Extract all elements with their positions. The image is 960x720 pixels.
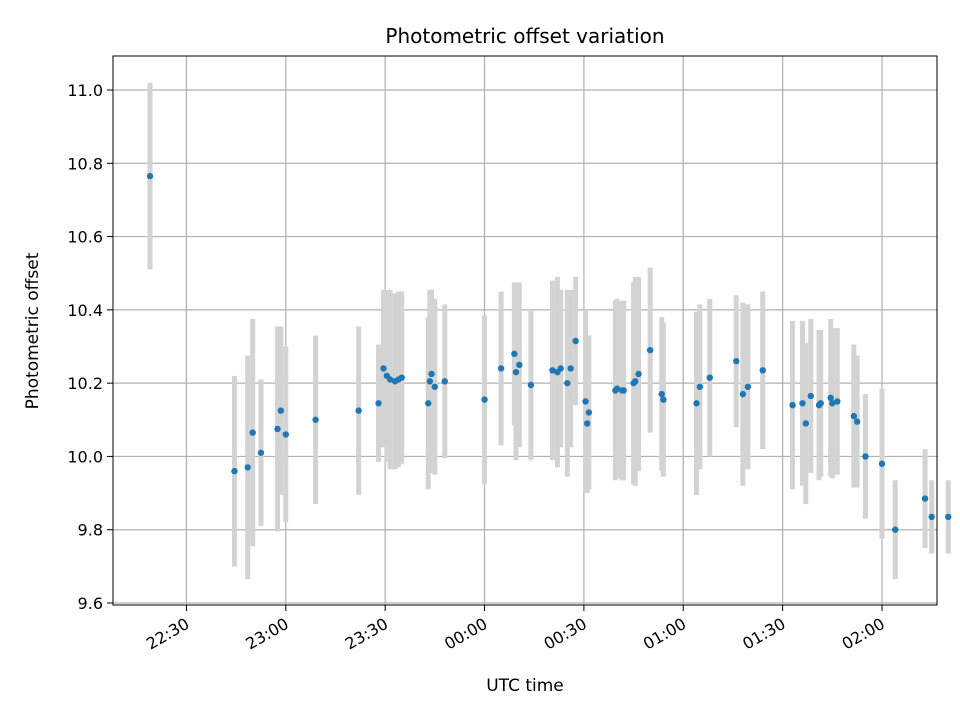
data-point bbox=[829, 400, 836, 407]
data-point bbox=[567, 365, 574, 372]
data-point bbox=[635, 370, 642, 378]
data-points bbox=[146, 172, 952, 533]
data-point bbox=[249, 429, 256, 436]
data-point bbox=[817, 400, 824, 407]
data-point bbox=[759, 367, 766, 374]
data-point bbox=[441, 378, 448, 385]
data-point bbox=[802, 420, 810, 427]
data-point bbox=[497, 365, 505, 372]
data-point bbox=[244, 464, 251, 471]
data-point bbox=[282, 431, 290, 438]
data-point bbox=[878, 460, 886, 467]
data-point bbox=[807, 392, 814, 400]
data-point bbox=[945, 513, 952, 521]
data-point bbox=[585, 409, 593, 416]
data-point bbox=[386, 376, 394, 383]
data-point bbox=[511, 350, 518, 358]
data-point bbox=[557, 365, 564, 372]
data-point bbox=[231, 467, 238, 475]
data-point bbox=[928, 513, 935, 521]
data-point bbox=[799, 400, 806, 407]
data-point bbox=[274, 425, 281, 433]
data-point bbox=[693, 400, 700, 407]
data-point bbox=[375, 400, 382, 407]
y-tick-label: 10.8 bbox=[67, 154, 103, 173]
y-tick-label: 10.4 bbox=[67, 301, 103, 320]
data-point bbox=[312, 416, 319, 423]
data-point bbox=[398, 374, 405, 381]
data-point bbox=[380, 365, 387, 372]
data-point bbox=[426, 378, 434, 385]
y-axis-label: Photometric offset bbox=[23, 252, 43, 409]
y-axis: 9.6 9.8 10.0 10.2 10.4 10.6 10.8 11.0 bbox=[67, 81, 113, 613]
y-tick-label: 9.6 bbox=[78, 594, 103, 613]
y-tick-label: 10.6 bbox=[67, 228, 103, 247]
data-point bbox=[696, 383, 704, 391]
x-axis-label: UTC time bbox=[486, 676, 564, 696]
data-point bbox=[277, 407, 285, 414]
data-point bbox=[425, 400, 432, 407]
data-point bbox=[827, 394, 834, 401]
data-point bbox=[572, 337, 579, 345]
data-point bbox=[632, 378, 639, 385]
chart-title: Photometric offset variation bbox=[385, 24, 664, 48]
data-point bbox=[892, 526, 899, 533]
data-point bbox=[527, 381, 535, 389]
data-point bbox=[850, 412, 858, 420]
data-point bbox=[257, 449, 265, 456]
y-tick-label: 11.0 bbox=[67, 81, 103, 100]
data-point bbox=[584, 420, 591, 427]
y-tick-label: 10.2 bbox=[67, 374, 103, 393]
data-point bbox=[646, 346, 654, 354]
data-point bbox=[862, 453, 869, 460]
data-point bbox=[853, 418, 861, 425]
data-point bbox=[564, 379, 571, 387]
data-point bbox=[512, 368, 520, 376]
data-point bbox=[789, 401, 796, 409]
data-point bbox=[613, 385, 621, 392]
data-point bbox=[481, 396, 488, 403]
data-point bbox=[428, 370, 435, 378]
data-point bbox=[431, 383, 439, 391]
data-point bbox=[660, 396, 667, 403]
y-tick-label: 9.8 bbox=[78, 521, 103, 540]
data-point bbox=[620, 387, 627, 394]
data-point bbox=[733, 357, 740, 365]
data-point bbox=[516, 361, 523, 369]
data-point bbox=[921, 495, 929, 502]
data-point bbox=[355, 407, 362, 414]
plot-area-frame bbox=[112, 55, 938, 606]
data-point bbox=[739, 390, 747, 398]
data-point bbox=[706, 374, 713, 381]
data-point bbox=[744, 383, 752, 391]
data-point bbox=[582, 398, 589, 405]
data-point bbox=[658, 390, 665, 398]
data-point bbox=[549, 367, 556, 374]
data-point bbox=[834, 398, 841, 405]
y-tick-label: 10.0 bbox=[67, 447, 103, 466]
data-point bbox=[146, 172, 154, 180]
